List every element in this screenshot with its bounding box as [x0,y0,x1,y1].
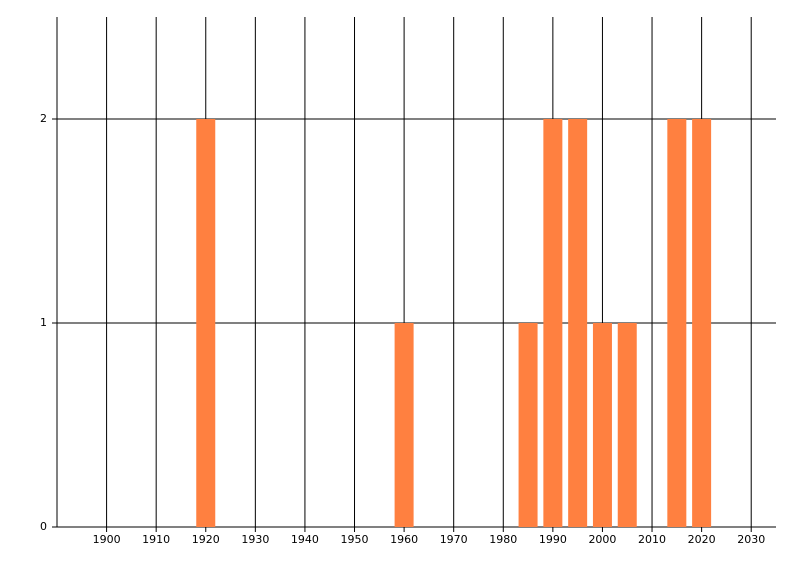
x-tick-label: 1970 [440,533,468,546]
bar [568,119,588,527]
x-tick-label: 1930 [241,533,269,546]
x-tick-label: 2030 [737,533,765,546]
x-tick-label: 1960 [390,533,418,546]
y-tick-label: 1 [40,316,47,329]
bar [617,323,637,527]
bar [394,323,414,527]
y-tick-label: 2 [40,112,47,125]
bar [667,119,687,527]
x-tick-label: 1900 [93,533,121,546]
bar [518,323,538,527]
bar [592,323,612,527]
bar [196,119,216,527]
x-tick-label: 1940 [291,533,319,546]
x-tick-label: 2020 [688,533,716,546]
x-tick-label: 1990 [539,533,567,546]
bar [692,119,712,527]
y-tick-label: 0 [40,520,47,533]
x-tick-label: 1950 [341,533,369,546]
x-tick-label: 2000 [588,533,616,546]
x-tick-label: 1980 [489,533,517,546]
x-tick-label: 1910 [142,533,170,546]
x-tick-label: 1920 [192,533,220,546]
bar [543,119,563,527]
x-tick-label: 2010 [638,533,666,546]
